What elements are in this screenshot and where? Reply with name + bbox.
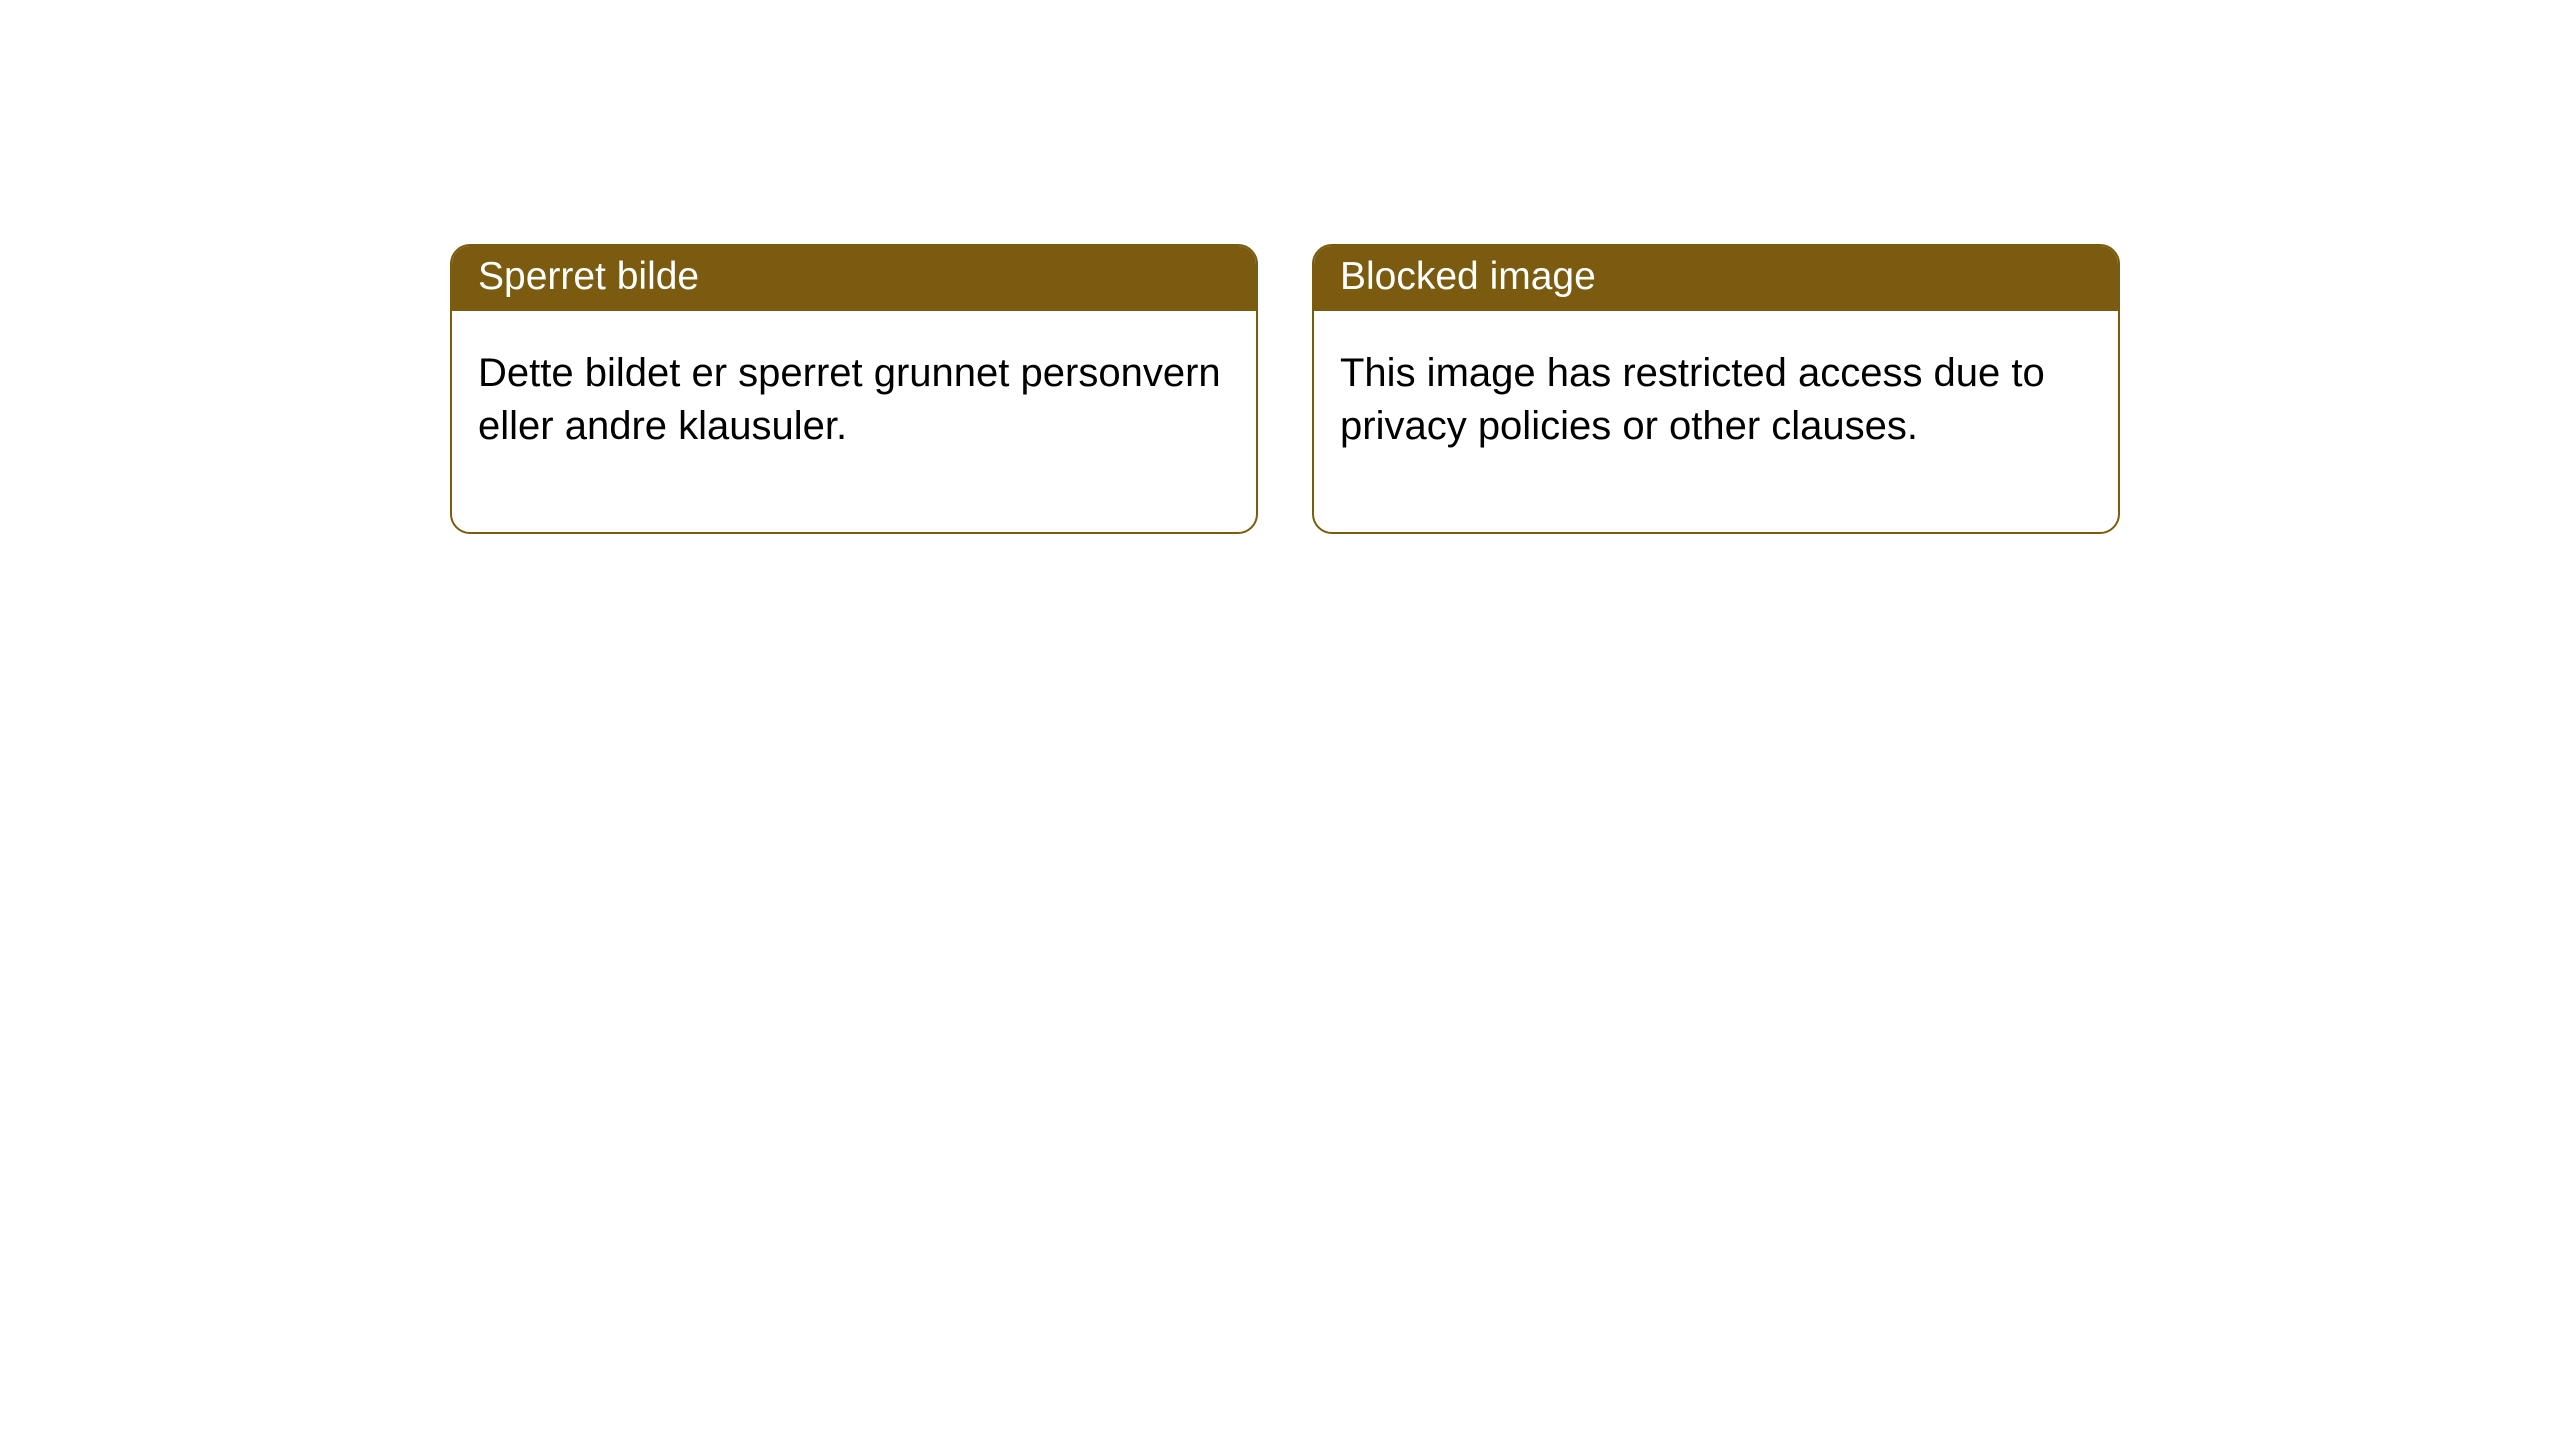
notice-cards-row: Sperret bilde Dette bildet er sperret gr…: [450, 244, 2560, 534]
notice-card-english: Blocked image This image has restricted …: [1312, 244, 2120, 534]
notice-card-norwegian: Sperret bilde Dette bildet er sperret gr…: [450, 244, 1258, 534]
notice-card-title: Sperret bilde: [452, 246, 1256, 311]
notice-card-title: Blocked image: [1314, 246, 2118, 311]
notice-card-body: Dette bildet er sperret grunnet personve…: [452, 311, 1256, 533]
notice-card-body: This image has restricted access due to …: [1314, 311, 2118, 533]
